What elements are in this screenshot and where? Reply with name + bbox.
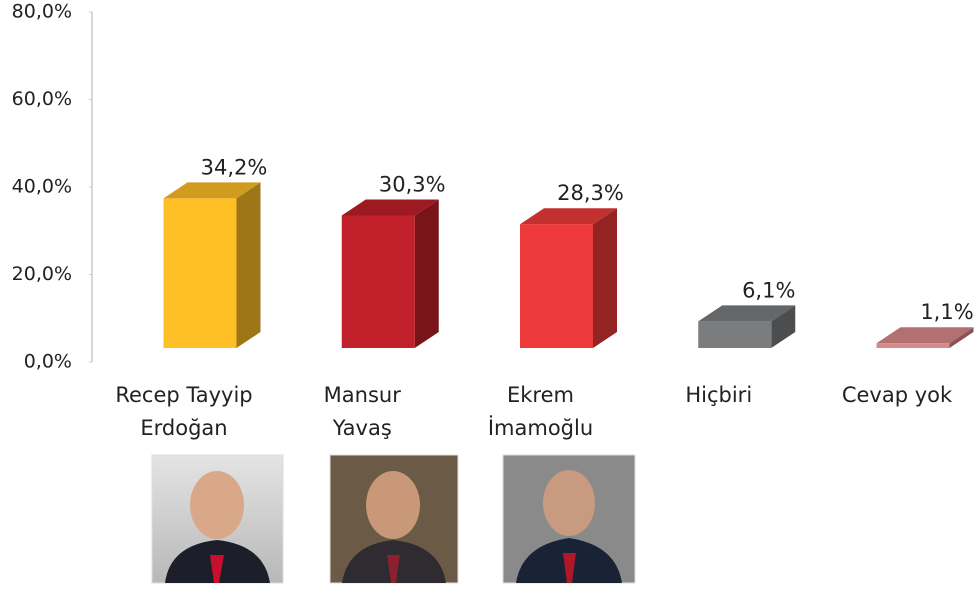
chart: 0,0% 20,0% 40,0% 60,0% 80,0% Recep Tayyip Erdo…: [0, 0, 975, 589]
x-tick-label: Yavaş: [332, 416, 392, 440]
x-tick-label: Erdoğan: [140, 416, 227, 440]
data-label: 6,1%: [742, 278, 795, 302]
y-tick-label: 60,0%: [12, 88, 72, 110]
data-label: 30,3%: [379, 172, 446, 196]
portrait: [330, 455, 458, 583]
bar-side: [593, 208, 617, 348]
portrait: [503, 455, 635, 583]
data-label: 34,2%: [201, 155, 268, 179]
y-tick-label: 40,0%: [12, 176, 72, 198]
x-tick-label: Mansur: [324, 383, 402, 407]
y-tick-label: 0,0%: [24, 351, 72, 373]
bar-side: [415, 199, 439, 348]
x-tick-label: Recep Tayyip: [115, 383, 252, 407]
bar-side: [237, 182, 261, 348]
data-label: 1,1%: [920, 300, 973, 324]
bar: [164, 198, 237, 348]
bar: [342, 215, 415, 348]
bar: [698, 321, 771, 348]
x-tick-label: Cevap yok: [842, 383, 953, 407]
y-tick-label: 80,0%: [12, 1, 72, 23]
bar: [877, 343, 950, 348]
portrait: [152, 455, 283, 583]
x-tick-label: İmamoğlu: [488, 415, 593, 440]
data-label: 28,3%: [557, 181, 624, 205]
y-tick-label: 20,0%: [12, 263, 72, 285]
bar: [520, 224, 593, 348]
x-tick-label: Hiçbiri: [685, 383, 752, 407]
x-tick-label: Ekrem: [507, 383, 574, 407]
